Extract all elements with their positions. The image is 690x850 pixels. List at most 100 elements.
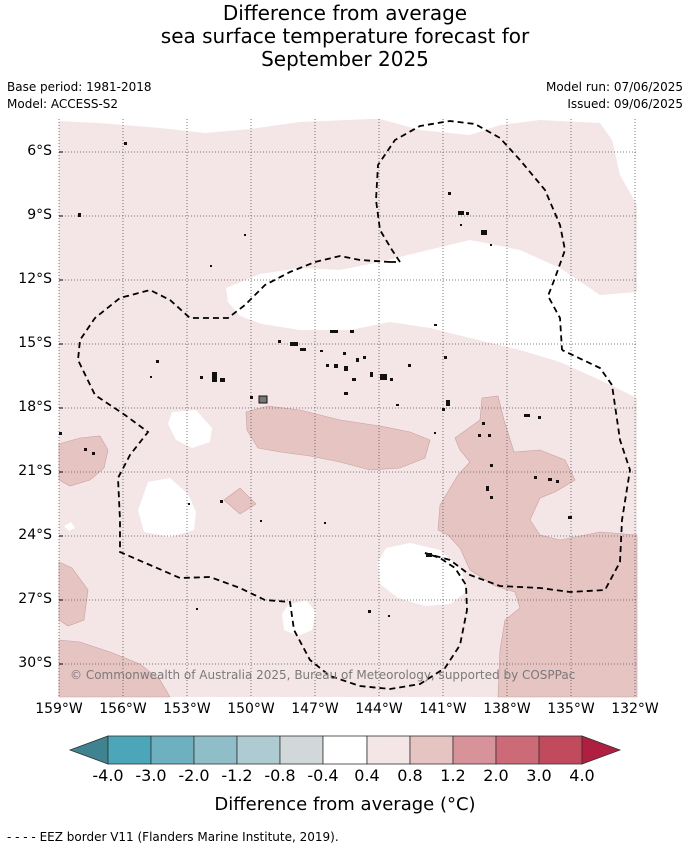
island <box>59 432 62 435</box>
island <box>534 476 537 479</box>
island <box>324 522 326 524</box>
islands <box>59 142 572 617</box>
colorbar-label: -2.0 <box>178 766 210 785</box>
colorbar-extend-high <box>581 735 622 765</box>
island <box>326 364 329 367</box>
near-average-patch-south <box>282 600 316 636</box>
island <box>434 324 437 326</box>
issued-date: Issued: 09/06/2025 <box>567 97 683 111</box>
island <box>78 213 81 217</box>
island <box>524 414 530 417</box>
title-line-2: sea surface temperature forecast for <box>160 24 530 48</box>
near-average-patch-center <box>378 543 466 606</box>
lon-label: 147°W <box>291 701 339 717</box>
island <box>548 478 552 481</box>
eez-border-east <box>424 349 631 593</box>
colorbar-extend-low <box>68 735 109 765</box>
island <box>486 486 489 491</box>
lon-label: 156°W <box>99 701 147 717</box>
island <box>188 503 190 505</box>
island <box>481 230 487 235</box>
island <box>434 432 436 434</box>
model-name: Model: ACCESS-S2 <box>7 97 119 111</box>
island <box>343 352 346 355</box>
island <box>124 142 127 145</box>
map-title: Difference from average sea surface temp… <box>0 2 690 71</box>
island <box>538 416 541 419</box>
island <box>490 496 493 499</box>
island <box>150 376 152 378</box>
colorbar-label: 3.0 <box>526 766 552 785</box>
colorbar-segment <box>236 735 281 765</box>
colorbar-label: -0.4 <box>307 766 339 785</box>
colorbar-segment <box>150 735 195 765</box>
near-average-patch-west-1 <box>168 410 212 448</box>
lon-label: 150°W <box>227 701 275 717</box>
island <box>460 224 462 226</box>
warm-region-central <box>245 405 431 471</box>
lat-label: 15°S <box>18 335 52 351</box>
colorbar-label: 1.2 <box>440 766 466 785</box>
colorbar-segment <box>409 735 454 765</box>
colorbar-label: 4.0 <box>569 766 595 785</box>
warm-region-west <box>58 435 109 487</box>
island <box>482 422 485 425</box>
island <box>380 374 387 380</box>
colorbar-title: Difference from average (°C) <box>214 794 476 815</box>
island <box>92 452 95 455</box>
colorbar-label: 0.4 <box>354 766 380 785</box>
island <box>250 396 253 399</box>
colorbar-label: 0.8 <box>397 766 423 785</box>
model-run-date: Model run: 07/06/2025 <box>545 80 683 94</box>
colorbar-label: -1.2 <box>221 766 253 785</box>
lat-label: 30°S <box>18 655 52 671</box>
warm-region-south <box>58 639 171 698</box>
model-info: Base period: 1981-2018 Model: ACCESS-S2 <box>7 79 152 113</box>
title-line-1: Difference from average <box>222 1 468 25</box>
island <box>220 500 223 503</box>
title-line-3: September 2025 <box>261 47 429 71</box>
lon-label: 138°W <box>483 701 531 717</box>
lat-label: 27°S <box>18 591 52 607</box>
island <box>488 434 491 437</box>
base-period: Base period: 1981-2018 <box>7 80 152 94</box>
colorbar-segment <box>107 735 152 765</box>
eez-legend-note: - - - - EEZ border V11 (Flanders Marine … <box>7 830 339 844</box>
island <box>344 366 348 371</box>
lon-label: 144°W <box>355 701 403 717</box>
island <box>212 372 217 382</box>
colorbar-segment <box>452 735 497 765</box>
island <box>388 615 390 617</box>
lat-label: 24°S <box>18 527 52 543</box>
island <box>350 330 354 333</box>
island <box>258 395 268 404</box>
colorbar-segment <box>322 735 368 765</box>
island <box>334 364 338 368</box>
colorbar-label: -3.0 <box>135 766 167 785</box>
island <box>368 610 371 613</box>
island <box>84 448 87 451</box>
island <box>278 340 281 343</box>
colorbar-label: -0.8 <box>264 766 296 785</box>
island <box>200 376 203 379</box>
island <box>568 516 572 519</box>
lat-label: 6°S <box>27 143 52 159</box>
island <box>300 348 306 351</box>
island <box>352 378 356 381</box>
eez-border-main <box>77 255 468 690</box>
colorbar-segment <box>495 735 540 765</box>
island <box>490 244 492 246</box>
colorbar-segment <box>279 735 324 765</box>
copyright-notice: © Commonwealth of Australia 2025, Bureau… <box>70 668 576 682</box>
island <box>426 553 432 557</box>
lat-label: 9°S <box>27 207 52 223</box>
colorbar-segment <box>193 735 238 765</box>
island <box>290 342 298 346</box>
colorbar-segment <box>538 735 583 765</box>
island <box>244 234 246 236</box>
lon-label: 132°W <box>611 701 659 717</box>
island <box>320 350 323 352</box>
near-average-dot <box>64 522 75 531</box>
